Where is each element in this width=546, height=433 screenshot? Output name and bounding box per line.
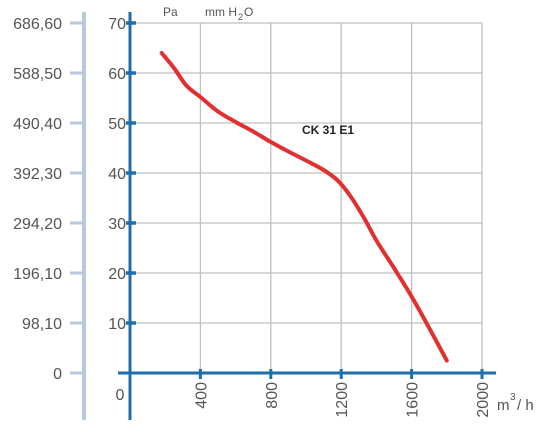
x-tick-label: 400 (193, 382, 210, 409)
mm-tick-label: 10 (108, 316, 126, 333)
pa-tick-label: 686,60 (13, 16, 62, 33)
mm-tick-label: 40 (108, 166, 126, 183)
pa-tick-label: 392,30 (13, 166, 62, 183)
x-axis: 0 400 800 1200 1600 2000 (116, 369, 496, 418)
pa-tick-label: 588,50 (13, 66, 62, 83)
pa-tick-label: 196,10 (13, 266, 62, 283)
mm-tick-label: 70 (108, 16, 126, 33)
x-axis-label-superscript: 3 (510, 392, 516, 403)
series-label: CK 31 E1 (302, 123, 354, 137)
mm-tick-label: 50 (108, 116, 126, 133)
mm-tick-label: 20 (108, 266, 126, 283)
x-tick-label: 1200 (334, 382, 351, 418)
x-axis-label-base: m (497, 397, 510, 414)
x-axis-label-rest: / h (517, 397, 534, 414)
mm-axis: 10 20 30 40 50 60 70 (108, 12, 136, 420)
pa-tick-label: 98,10 (22, 316, 62, 333)
mm-unit-subscript: 2 (238, 12, 243, 22)
x-tick-label: 1600 (405, 382, 422, 418)
pa-tick-label: 0 (53, 366, 62, 383)
series (159, 51, 449, 363)
mm-tick-label: 60 (108, 66, 126, 83)
pa-axis: 0 98,10 196,10 294,20 392,30 490,40 588,50 686,… (13, 12, 86, 420)
x-tick-label: 0 (116, 387, 125, 404)
series-line-ck31e1 (159, 51, 449, 363)
pa-tick-label: 294,20 (13, 216, 62, 233)
pa-unit-label: Pa (163, 5, 178, 19)
grid (130, 22, 483, 373)
x-tick-label: 800 (264, 382, 281, 409)
mm-unit-o: O (244, 5, 253, 19)
mm-unit-label: mm H (205, 5, 237, 19)
x-tick-label: 2000 (475, 382, 492, 418)
mm-tick-label: 30 (108, 216, 126, 233)
pa-tick-label: 490,40 (13, 116, 62, 133)
